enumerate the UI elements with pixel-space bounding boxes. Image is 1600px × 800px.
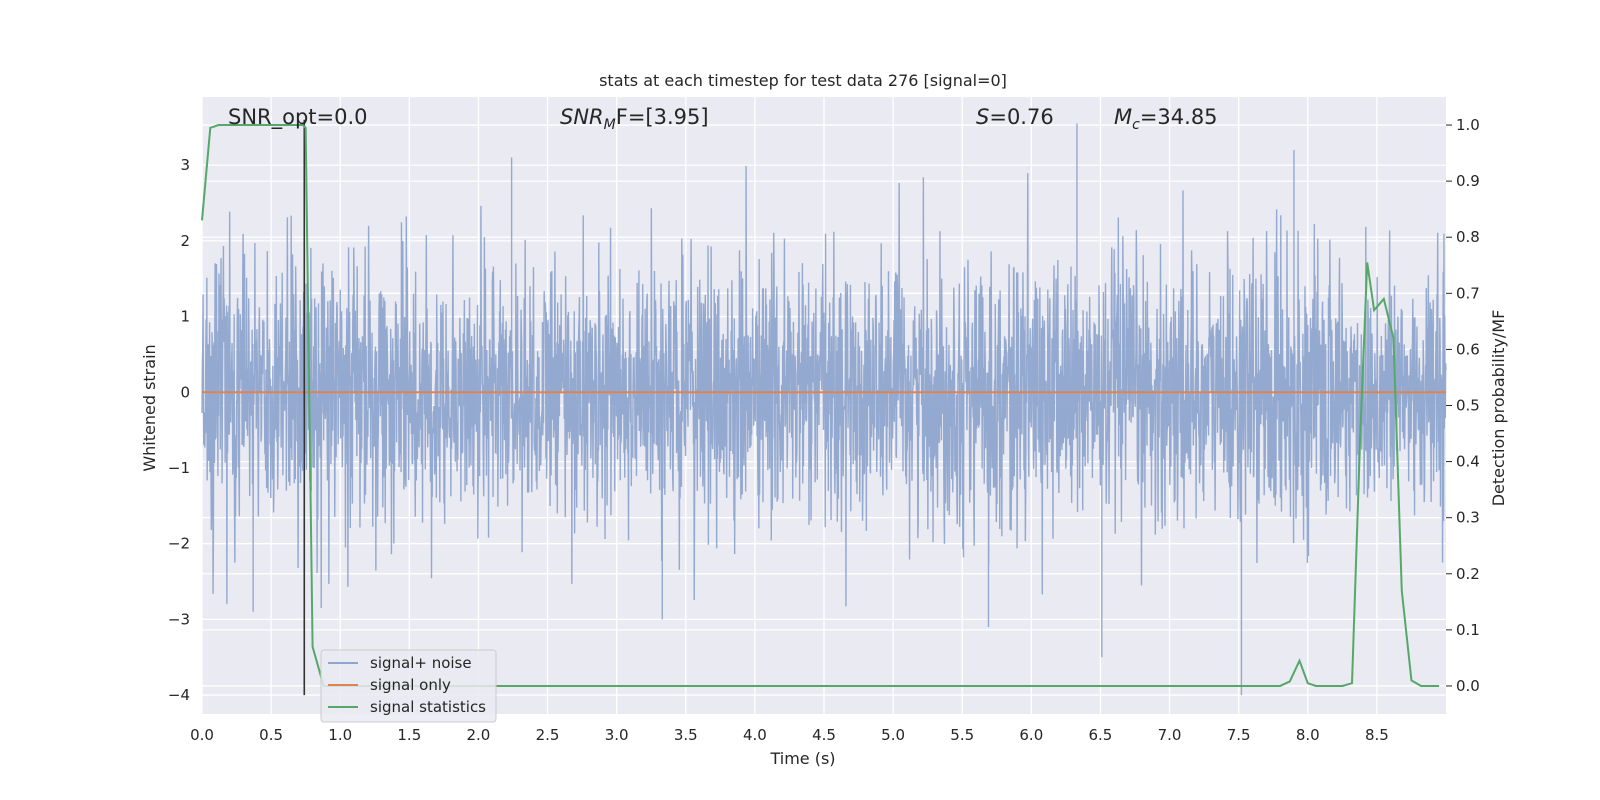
y-tick-label-left: 3 <box>180 156 190 174</box>
y-tick-label-right: 0.7 <box>1456 284 1480 302</box>
x-tick-label: 4.0 <box>743 726 767 744</box>
y-tick-label-right: 0.0 <box>1456 677 1480 695</box>
y-tick-label-left: −4 <box>168 686 190 704</box>
x-tick-label: 2.0 <box>467 726 491 744</box>
y-tick-label-right: 0.9 <box>1456 172 1480 190</box>
y-tick-label-left: 0 <box>180 383 190 401</box>
chart-title: stats at each timestep for test data 276… <box>599 71 1007 90</box>
x-axis-label: Time (s) <box>769 749 835 768</box>
x-tick-label: 8.0 <box>1296 726 1320 744</box>
x-tick-label: 7.0 <box>1158 726 1182 744</box>
y-tick-label-right: 0.3 <box>1456 509 1480 527</box>
x-tick-label: 3.0 <box>605 726 629 744</box>
y-tick-label-right: 0.2 <box>1456 565 1480 583</box>
annotation-snr-mf-sub: M <box>604 117 616 133</box>
y-tick-label-right: 0.8 <box>1456 228 1480 246</box>
annotation-snr-mf: SNRMF=[3.95] <box>560 105 709 133</box>
y-tick-label-left: 1 <box>180 308 190 326</box>
y-tick-label-left: −3 <box>168 610 190 628</box>
x-tick-label: 8.5 <box>1365 726 1389 744</box>
legend-box <box>320 649 497 723</box>
legend-label-signal-noise: signal+ noise <box>370 654 472 672</box>
y-tick-label-left: −1 <box>168 459 190 477</box>
annotation-mc-sub: c <box>1132 117 1140 133</box>
x-tick-label: 0.5 <box>259 726 283 744</box>
annotation-s-rest: =0.76 <box>989 105 1053 129</box>
x-tick-label: 5.5 <box>950 726 974 744</box>
y-tick-label-right: 0.5 <box>1456 397 1480 415</box>
legend-label-signal-only: signal only <box>370 676 451 694</box>
annotation-mc-rest: =34.85 <box>1140 105 1218 129</box>
annotation-mc: Mc=34.85 <box>1114 105 1218 133</box>
y-axis-label-right: Detection probability/MF <box>1489 310 1508 507</box>
x-tick-label: 4.5 <box>812 726 836 744</box>
annotation-snr-opt: SNR_opt=0.0 <box>228 105 368 130</box>
x-tick-label: 3.5 <box>674 726 698 744</box>
y-tick-label-right: 0.1 <box>1456 621 1480 639</box>
plot-area: 0.0 0.5 1.0 1.5 2.0 2.5 3.0 3.5 4.0 4.5 5.0 5.5 6.0 6… <box>168 97 1480 744</box>
x-tick-label: 1.5 <box>397 726 421 744</box>
annotations: SNR_opt=0.0 SNRMF=[3.95] S=0.76 Mc=34.85 <box>228 105 1218 133</box>
annotation-snr-mf-rest: F=[3.95] <box>616 105 709 129</box>
x-tick-label: 7.5 <box>1227 726 1251 744</box>
legend: signal+ noise signal only signal statist… <box>320 649 497 723</box>
y-tick-label-right: 0.6 <box>1456 340 1480 358</box>
y-tick-label-right: 0.4 <box>1456 453 1480 471</box>
annotation-s-base: S <box>976 105 989 129</box>
annotation-s: S=0.76 <box>976 105 1054 129</box>
x-tick-label: 0.0 <box>190 726 214 744</box>
x-tick-label: 6.5 <box>1089 726 1113 744</box>
annotation-snr-mf-base: SNR <box>560 105 604 129</box>
x-tick-label: 5.0 <box>881 726 905 744</box>
x-tick-label: 2.5 <box>536 726 560 744</box>
x-tick-label: 1.0 <box>328 726 352 744</box>
y-tick-label-right: 1.0 <box>1456 116 1480 134</box>
x-tick-label: 6.0 <box>1019 726 1043 744</box>
y-axis-label-left: Whitened strain <box>140 344 159 471</box>
series-signal-noise <box>201 123 1447 696</box>
annotation-mc-base: M <box>1114 105 1132 129</box>
y-tick-label-left: 2 <box>180 232 190 250</box>
series-signal-statistics <box>201 124 1440 687</box>
y-tick-label-left: −2 <box>168 535 190 553</box>
legend-label-signal-statistics: signal statistics <box>370 698 486 716</box>
